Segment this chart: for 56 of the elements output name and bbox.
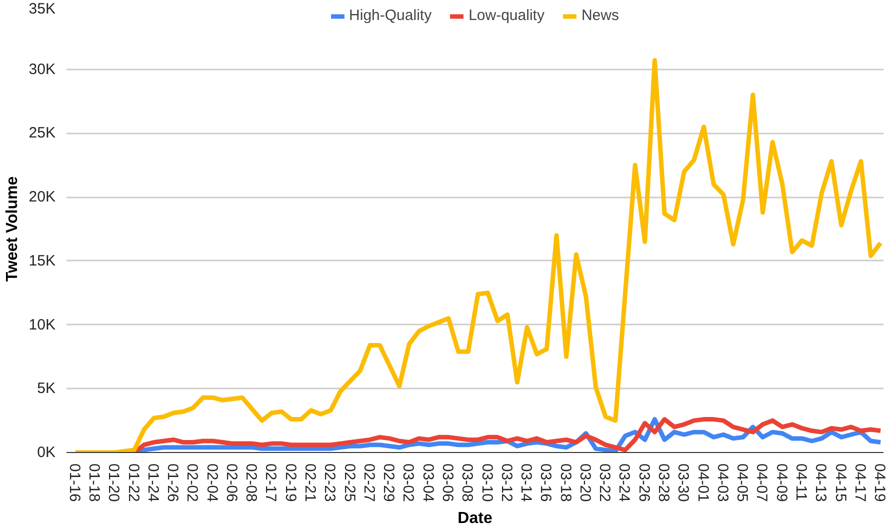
legend-label: News <box>581 7 619 24</box>
x-tick-label: 04-11 <box>792 464 810 501</box>
x-tick-label: 01-18 <box>85 464 102 502</box>
x-tick-label: 04-13 <box>812 464 830 502</box>
legend-label: High-Quality <box>349 7 432 24</box>
y-tick-label: 15K <box>28 252 56 270</box>
x-tick-label: 02-17 <box>262 464 280 502</box>
x-tick-label: 03-16 <box>537 464 554 502</box>
x-tick-label: 03-14 <box>518 464 535 502</box>
x-tick-label: 03-12 <box>498 464 515 502</box>
x-tick-label: 03-28 <box>655 464 672 502</box>
x-tick-label: 03-30 <box>674 464 692 502</box>
x-tick-label: 03-04 <box>419 464 436 502</box>
x-tick-label: 04-01 <box>694 464 712 502</box>
x-tick-label: 02-19 <box>282 464 299 502</box>
x-tick-label: 04-19 <box>871 464 888 502</box>
x-tick-label: 03-10 <box>478 464 496 502</box>
x-tick-label: 01-16 <box>66 464 83 502</box>
x-tick-label: 02-21 <box>302 464 319 502</box>
y-tick-label: 35K <box>28 0 56 18</box>
x-tick-label: 01-20 <box>105 464 122 502</box>
x-tick-label: 04-03 <box>714 464 731 502</box>
x-tick-label: 02-04 <box>203 464 220 502</box>
x-tick-label: 03-02 <box>400 464 417 502</box>
x-tick-label: 03-06 <box>438 464 456 502</box>
y-tick-label: 20K <box>28 188 56 206</box>
x-tick-label: 03-18 <box>556 464 574 502</box>
x-tick-label: 04-17 <box>851 464 868 502</box>
x-tick-label: 02-23 <box>321 464 338 502</box>
x-tick-label: 01-26 <box>164 464 182 502</box>
y-tick-label: 30K <box>28 60 56 78</box>
x-tick-label: 02-29 <box>380 464 398 502</box>
x-tick-label: 03-20 <box>576 464 594 502</box>
x-tick-label: 04-15 <box>832 464 849 502</box>
x-tick-label: 04-05 <box>734 464 751 502</box>
x-tick-label: 04-07 <box>753 464 770 502</box>
x-tick-label: 01-24 <box>144 464 162 502</box>
x-tick-label: 02-25 <box>340 464 358 502</box>
x-tick-label: 02-27 <box>360 464 378 502</box>
x-tick-label: 03-22 <box>596 464 614 502</box>
x-tick-label: 01-22 <box>124 464 142 502</box>
x-tick-label: 04-09 <box>772 464 790 502</box>
x-tick-label: 02-06 <box>222 464 240 502</box>
x-tick-label: 02-08 <box>242 464 260 502</box>
y-axis-title: Tweet Volume <box>4 176 21 282</box>
y-tick-label: 25K <box>28 124 56 142</box>
x-tick-label: 03-26 <box>635 464 652 502</box>
x-tick-label: 03-24 <box>616 464 633 502</box>
x-axis-title: Date <box>458 510 492 527</box>
x-tick-label: 02-02 <box>184 464 201 502</box>
line-series <box>73 58 883 452</box>
y-tick-label: 5K <box>37 380 56 398</box>
y-tick-label: 10K <box>28 316 56 334</box>
y-tick-label: 0K <box>37 444 56 461</box>
x-tick-label: 03-08 <box>458 464 476 502</box>
legend-label: Low-quality <box>468 7 544 24</box>
